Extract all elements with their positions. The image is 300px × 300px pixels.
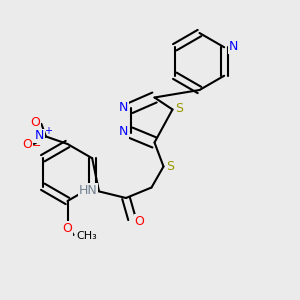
Text: −: −	[32, 141, 42, 152]
Text: HN: HN	[79, 184, 98, 197]
Text: S: S	[167, 160, 175, 173]
Text: O: O	[63, 222, 72, 235]
Text: N: N	[229, 40, 238, 53]
Text: +: +	[44, 126, 52, 136]
Text: O: O	[22, 138, 32, 152]
Text: O: O	[30, 116, 40, 129]
Text: N: N	[119, 100, 128, 114]
Text: CH₃: CH₃	[76, 231, 97, 241]
Text: O: O	[134, 215, 144, 228]
Text: S: S	[176, 102, 184, 115]
Text: N: N	[35, 129, 44, 142]
Text: N: N	[119, 125, 128, 138]
